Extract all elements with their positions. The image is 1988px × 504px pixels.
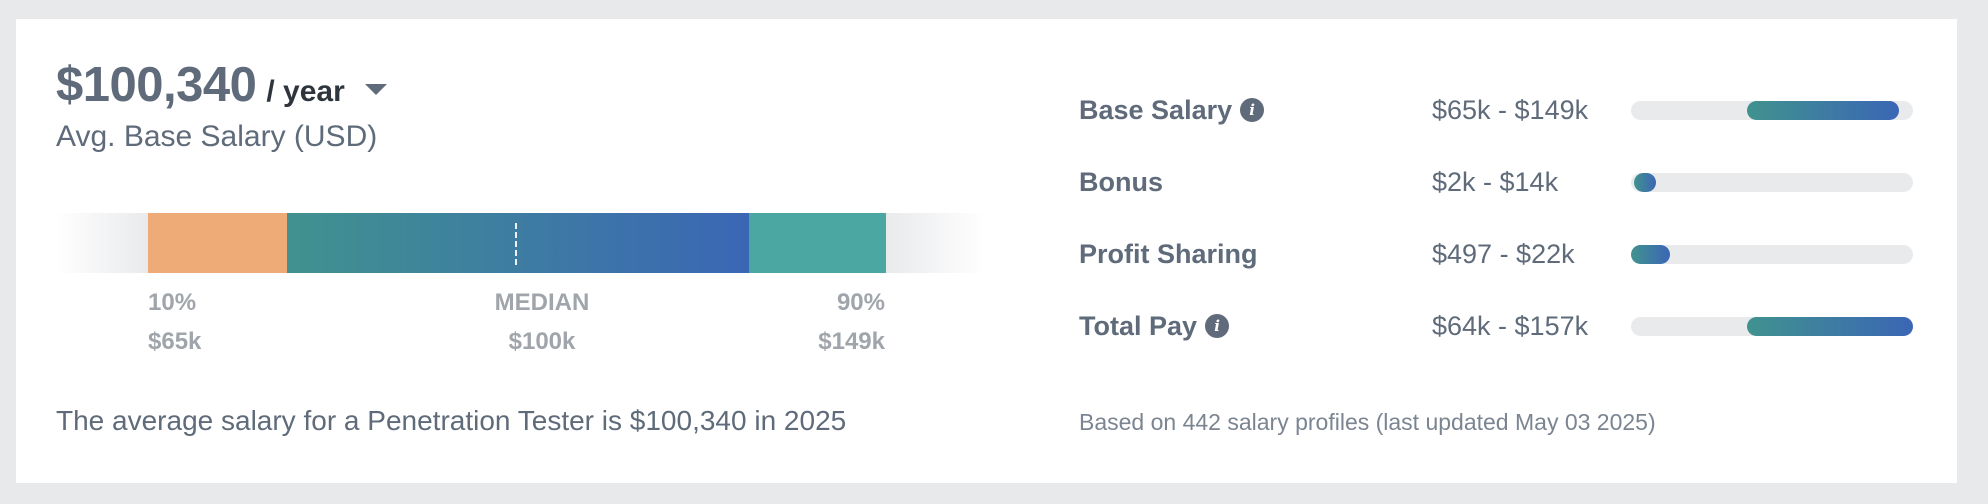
- breakdown-name: Base Salary i: [1079, 90, 1265, 130]
- salary-subtitle: Avg. Base Salary (USD): [56, 120, 378, 153]
- percentile-90-segment: [749, 213, 888, 273]
- breakdown-row-total-pay: Total Pay i $64k - $157k: [1079, 306, 1939, 346]
- breakdown-row-base-salary: Base Salary i $65k - $149k: [1079, 90, 1939, 130]
- average-salary-amount: $100,340: [56, 58, 257, 112]
- data-source-note: Based on 442 salary profiles (last updat…: [1079, 409, 1656, 435]
- range-fill: [1631, 245, 1671, 264]
- salary-distribution-bar: [56, 213, 986, 273]
- bar-fade-right: [886, 213, 986, 273]
- median-value: $100k: [508, 328, 576, 355]
- percentile-10-label: 10%: [148, 289, 197, 316]
- range-track: [1631, 317, 1913, 336]
- breakdown-row-profit-sharing: Profit Sharing $497 - $22k: [1079, 234, 1939, 274]
- breakdown-name-text: Profit Sharing: [1079, 238, 1258, 269]
- range-fill: [1633, 173, 1657, 192]
- breakdown-row-bonus: Bonus $2k - $14k: [1079, 162, 1939, 202]
- salary-summary-text: The average salary for a Penetration Tes…: [56, 405, 847, 436]
- breakdown-range: $2k - $14k: [1432, 166, 1559, 197]
- percentile-10-value: $65k: [148, 328, 202, 355]
- breakdown-range: $497 - $22k: [1432, 238, 1575, 269]
- breakdown-range: $64k - $157k: [1432, 310, 1589, 341]
- breakdown-name-text: Total Pay: [1079, 310, 1198, 341]
- breakdown-name-text: Bonus: [1079, 166, 1163, 197]
- pay-period-label[interactable]: / year: [266, 75, 345, 108]
- info-icon[interactable]: i: [1205, 314, 1230, 338]
- percentile-10-segment: [148, 213, 287, 273]
- range-fill: [1746, 101, 1899, 120]
- percentile-90-value: $149k: [818, 328, 885, 355]
- range-track: [1631, 101, 1913, 120]
- range-track: [1631, 245, 1913, 264]
- breakdown-name-text: Base Salary: [1079, 94, 1233, 125]
- breakdown-name: Profit Sharing: [1079, 234, 1258, 274]
- breakdown-range: $65k - $149k: [1432, 94, 1589, 125]
- median-label: MEDIAN: [494, 289, 590, 316]
- range-track: [1631, 173, 1913, 192]
- median-marker: [515, 223, 517, 265]
- breakdown-name: Bonus: [1079, 162, 1163, 202]
- salary-headline: $100,340 / year: [56, 57, 387, 113]
- info-icon[interactable]: i: [1240, 98, 1265, 122]
- bar-fade-left: [56, 213, 148, 273]
- breakdown-name: Total Pay i: [1079, 306, 1230, 346]
- median-range-segment: [287, 213, 749, 273]
- percentile-90-label: 90%: [836, 289, 885, 316]
- chevron-down-icon[interactable]: [364, 83, 387, 95]
- range-fill: [1746, 317, 1913, 336]
- salary-card: $100,340 / year Avg. Base Salary (USD) 1…: [16, 19, 1957, 483]
